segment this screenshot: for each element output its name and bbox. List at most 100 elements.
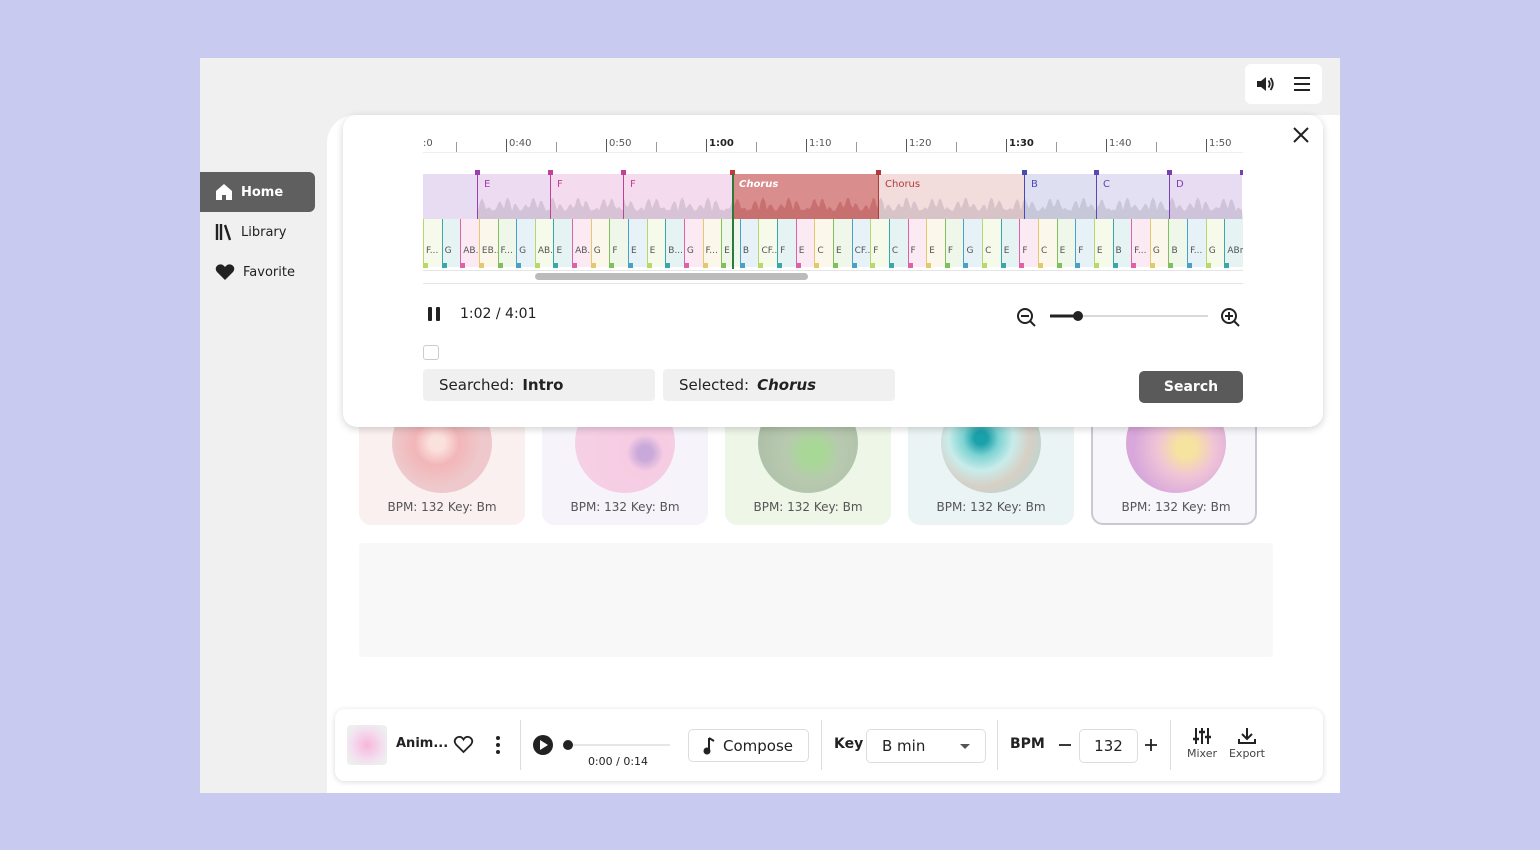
chord-label: F <box>612 246 618 256</box>
chord-marker <box>982 263 988 268</box>
section-marker <box>1022 170 1027 175</box>
chord-marker <box>497 263 503 268</box>
card-info: BPM: 132 Key: Bm <box>387 500 497 514</box>
chord-cell: F <box>907 219 927 267</box>
tick-label: 1:00 <box>709 138 734 149</box>
chord-cell: E <box>628 219 647 267</box>
close-icon[interactable] <box>1293 127 1309 143</box>
section-label: D <box>1176 179 1184 190</box>
nav-home[interactable]: Home <box>200 172 315 212</box>
field-label: Searched: <box>439 376 515 394</box>
more-button[interactable] <box>494 735 502 755</box>
chord-marker <box>777 263 783 268</box>
chord-label: F <box>1078 246 1084 256</box>
chord-marker <box>553 263 559 268</box>
zoom-control[interactable] <box>1015 306 1245 330</box>
section-label: F <box>557 179 563 190</box>
graphic <box>453 735 474 754</box>
waveform <box>879 197 1025 219</box>
chord-label: AB... <box>463 246 479 256</box>
checkbox[interactable] <box>423 345 439 360</box>
song-card: BPM: 132 Key: Bm <box>1091 393 1257 525</box>
graphic <box>1294 77 1310 91</box>
section-block: F <box>550 174 624 219</box>
search-button[interactable]: Search <box>1139 371 1243 403</box>
graphic <box>703 747 711 754</box>
chord-cell: F <box>1019 219 1038 267</box>
compose-button[interactable]: Compose <box>688 729 809 762</box>
section-marker <box>1167 170 1172 175</box>
waveform-path <box>624 197 733 219</box>
chord-cell: F <box>777 219 796 267</box>
section-block: F <box>623 174 733 219</box>
chord-cell: C <box>814 219 833 267</box>
nav-favorite[interactable]: Favorite <box>200 252 315 292</box>
graphic <box>496 750 500 754</box>
section-label: F <box>630 179 636 190</box>
card-info: BPM: 132 Key: Bm <box>570 500 680 514</box>
tick-mark <box>1206 139 1207 152</box>
chord-marker <box>1112 263 1118 268</box>
tick-label: 1:20 <box>909 138 932 149</box>
tick-label: 1:30 <box>1009 138 1034 149</box>
waveform <box>1170 197 1243 219</box>
chord-cell: F <box>944 219 964 267</box>
chord-label: CF... <box>854 246 871 256</box>
chord-marker <box>1168 263 1174 268</box>
chord-cell: G <box>590 219 610 267</box>
export-icon[interactable] <box>1237 727 1257 745</box>
key-dropdown[interactable]: B min <box>866 729 986 763</box>
pause-icon[interactable] <box>426 306 442 322</box>
home-icon <box>216 184 232 200</box>
bpm-decrease[interactable] <box>1058 738 1072 752</box>
graphic <box>1193 730 1211 741</box>
tick-mark <box>1156 142 1157 152</box>
tick-mark <box>656 142 657 152</box>
divider <box>997 720 998 770</box>
playback-time: 1:02 / 4:01 <box>460 306 537 322</box>
chord-marker <box>1205 263 1211 268</box>
preview-player[interactable] <box>532 734 677 756</box>
chord-label: AB... <box>537 246 554 256</box>
volume-icon[interactable] <box>1255 74 1275 94</box>
chord-label: G <box>1152 246 1160 256</box>
chord-marker <box>1056 263 1062 268</box>
chord-cell: E <box>1056 219 1076 267</box>
chord-cell: G <box>1149 219 1169 267</box>
nav-label: Library <box>241 224 287 240</box>
bpm-input[interactable]: 132 <box>1079 729 1138 763</box>
chord-cell: G <box>1205 219 1225 267</box>
chord-marker <box>739 263 745 268</box>
chord-cell: CF... <box>758 219 778 267</box>
scroll-thumb <box>535 273 808 280</box>
chord-cell: AB... <box>572 219 591 267</box>
nav-library[interactable]: Library <box>200 212 315 252</box>
chord-label: E <box>836 246 842 256</box>
chord-label: F <box>1022 246 1028 256</box>
chord-cell: E <box>833 219 852 267</box>
chord-cell: AB... <box>534 219 554 267</box>
track-name: Anim... <box>396 736 449 751</box>
key-label: Key <box>834 736 864 752</box>
favorite-button[interactable] <box>453 735 474 754</box>
chord-label: F <box>947 246 953 256</box>
chord-label: F... <box>426 246 439 256</box>
chord-label: C <box>985 246 992 256</box>
chord-label: B <box>1115 246 1122 256</box>
waveform <box>551 197 624 219</box>
menu-icon[interactable] <box>1293 75 1311 93</box>
chord-cell: E <box>553 219 573 267</box>
scroll-track <box>423 283 1243 284</box>
chord-cell: F <box>609 219 628 267</box>
section-marker <box>475 170 480 175</box>
chord-cell: E <box>795 219 815 267</box>
tick-label: 1:50 <box>1209 138 1232 149</box>
bpm-increase[interactable] <box>1144 738 1158 752</box>
chord-marker <box>478 263 484 268</box>
tick-mark <box>556 142 557 152</box>
chord-marker <box>888 263 894 268</box>
chord-cell: F... <box>702 219 722 267</box>
chord-label: B <box>742 246 749 256</box>
dropdown-arrow <box>960 744 970 749</box>
mixer-icon[interactable] <box>1192 727 1212 745</box>
